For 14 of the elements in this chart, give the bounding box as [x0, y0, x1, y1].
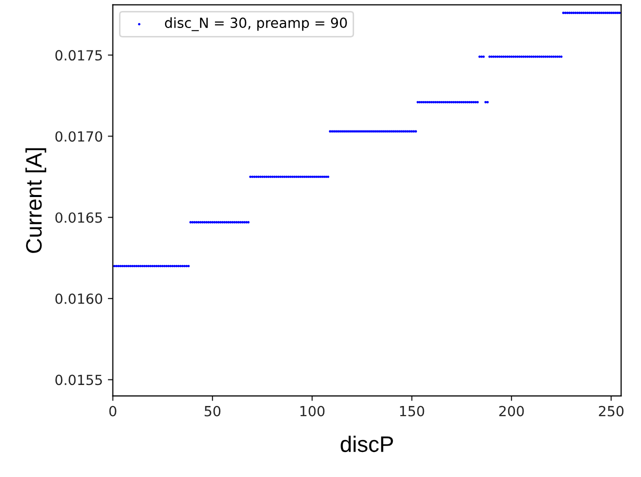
x-tick-label: 150 [400, 406, 424, 416]
y-tick-label: 0.0170 [55, 131, 102, 142]
legend-label: disc_N = 30, preamp = 90 [164, 17, 347, 32]
y-tick-label: 0.0160 [55, 294, 102, 304]
x-tick-label: 200 [499, 406, 524, 416]
y-axis-title: Current [A] [25, 148, 46, 253]
y-tick-label: 0.0175 [55, 50, 102, 61]
x-tick-label: 50 [204, 406, 220, 416]
y-tick-label: 0.0165 [55, 212, 102, 223]
x-axis-title: discP [340, 436, 393, 452]
y-tick-label: 0.0155 [55, 374, 102, 386]
x-tick-label: 0 [109, 406, 116, 416]
x-tick-label: 100 [300, 406, 324, 416]
x-tick-label: 250 [598, 406, 624, 416]
